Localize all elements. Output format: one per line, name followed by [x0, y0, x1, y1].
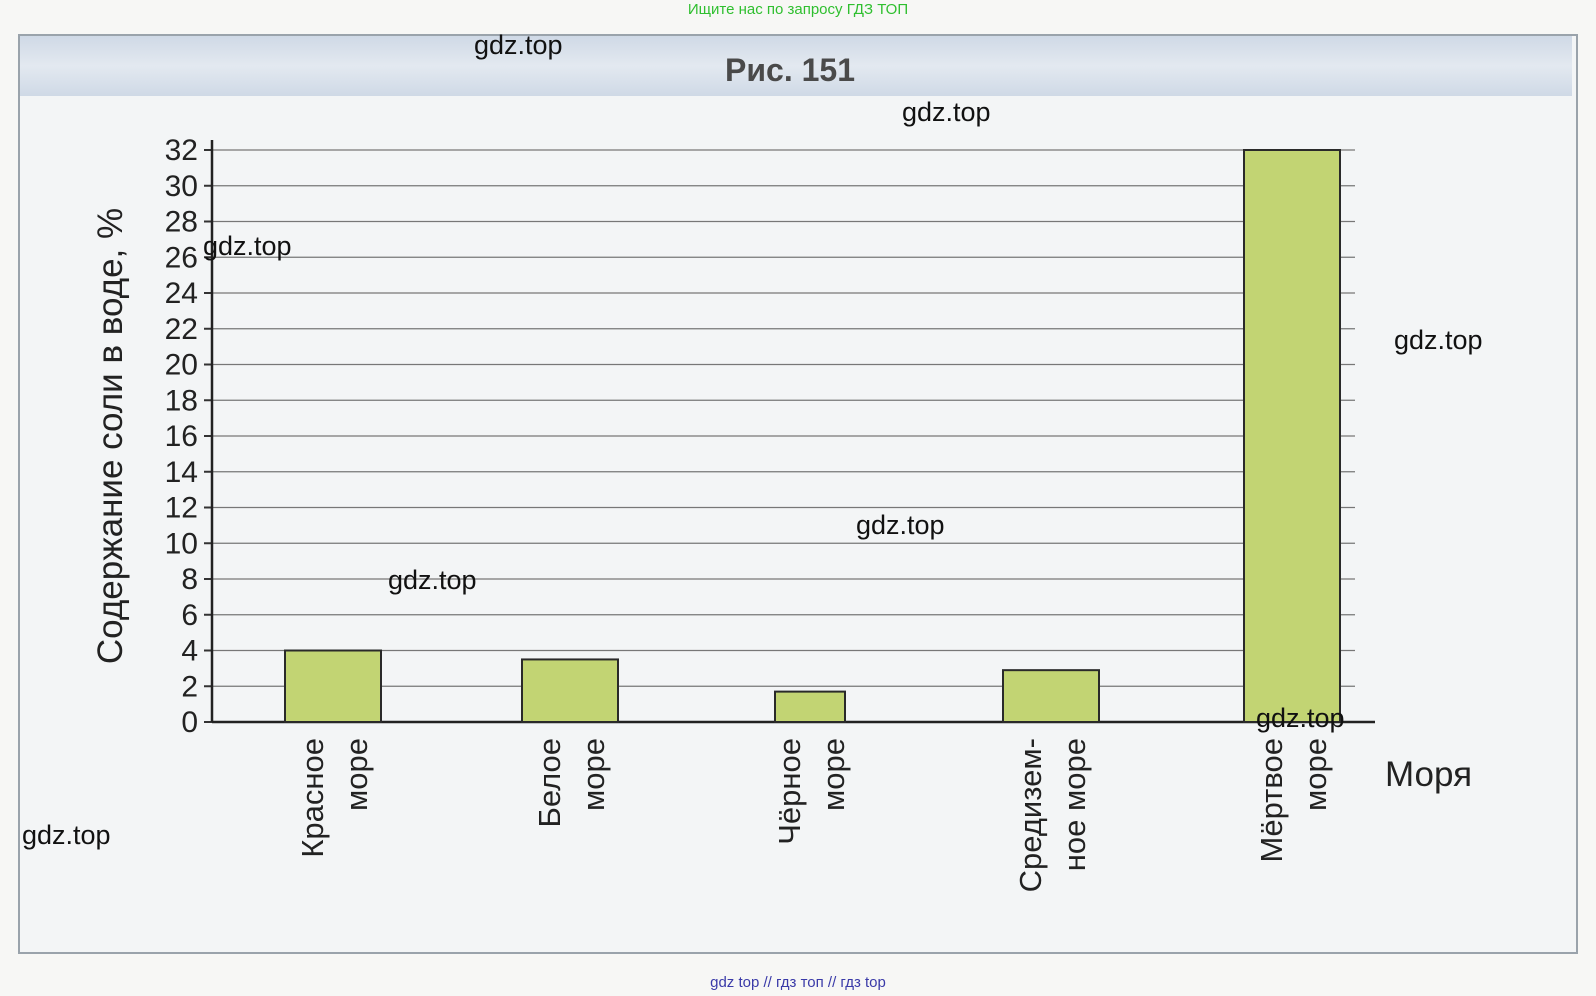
x-tick-label: море — [1298, 738, 1333, 811]
y-tick-label: 28 — [165, 206, 198, 239]
title-band — [20, 36, 1572, 96]
bar — [1002, 669, 1100, 723]
watermark: gdz.top — [22, 820, 111, 850]
watermark: gdz.top — [203, 231, 292, 261]
y-axis-title: Содержание соли в воде, % — [91, 208, 130, 664]
x-tick-label: Чёрное — [772, 738, 807, 845]
bar — [1243, 149, 1341, 723]
x-tick-label: ное море — [1057, 738, 1092, 871]
y-tick-label: 8 — [181, 563, 198, 596]
x-tick-label: море — [816, 738, 851, 811]
watermark: gdz.top — [388, 565, 477, 595]
y-tick-label: 22 — [165, 313, 198, 346]
bar — [521, 658, 619, 723]
bottom-banner: gdz top // гдз топ // гдз top — [710, 974, 886, 991]
y-tick-label: 6 — [181, 599, 198, 632]
watermark: gdz.top — [1394, 325, 1483, 355]
y-tick-label: 10 — [165, 527, 198, 560]
y-tick-label: 26 — [165, 241, 198, 274]
watermark: gdz.top — [1256, 703, 1345, 733]
x-tick-label: Красное — [295, 738, 330, 858]
y-tick-label: 14 — [165, 456, 198, 489]
x-tick-label: море — [339, 738, 374, 811]
y-tick-label: 18 — [165, 384, 198, 417]
top-banner: Ищите нас по запросу ГДЗ ТОП — [687, 1, 909, 18]
x-tick-label: Средизем- — [1013, 738, 1048, 892]
figure-title: Рис. 151 — [725, 52, 855, 88]
y-tick-label: 2 — [181, 670, 198, 703]
x-tick-label: Белое — [532, 738, 567, 827]
y-tick-label: 16 — [165, 420, 198, 453]
watermark: gdz.top — [902, 97, 991, 127]
y-tick-label: 32 — [165, 134, 198, 167]
watermark: gdz.top — [474, 30, 563, 60]
y-tick-label: 4 — [181, 635, 198, 668]
bar — [774, 690, 846, 723]
y-tick-label: 20 — [165, 349, 198, 382]
y-tick-label: 24 — [165, 277, 198, 310]
y-tick-label: 30 — [165, 170, 198, 203]
y-tick-label: 12 — [165, 492, 198, 525]
x-axis-title: Моря — [1385, 755, 1472, 794]
watermark: gdz.top — [856, 510, 945, 540]
x-tick-label: море — [576, 738, 611, 811]
x-tick-label: Мёртвое — [1254, 738, 1289, 862]
y-tick-label: 0 — [181, 706, 198, 739]
bar — [284, 649, 382, 723]
